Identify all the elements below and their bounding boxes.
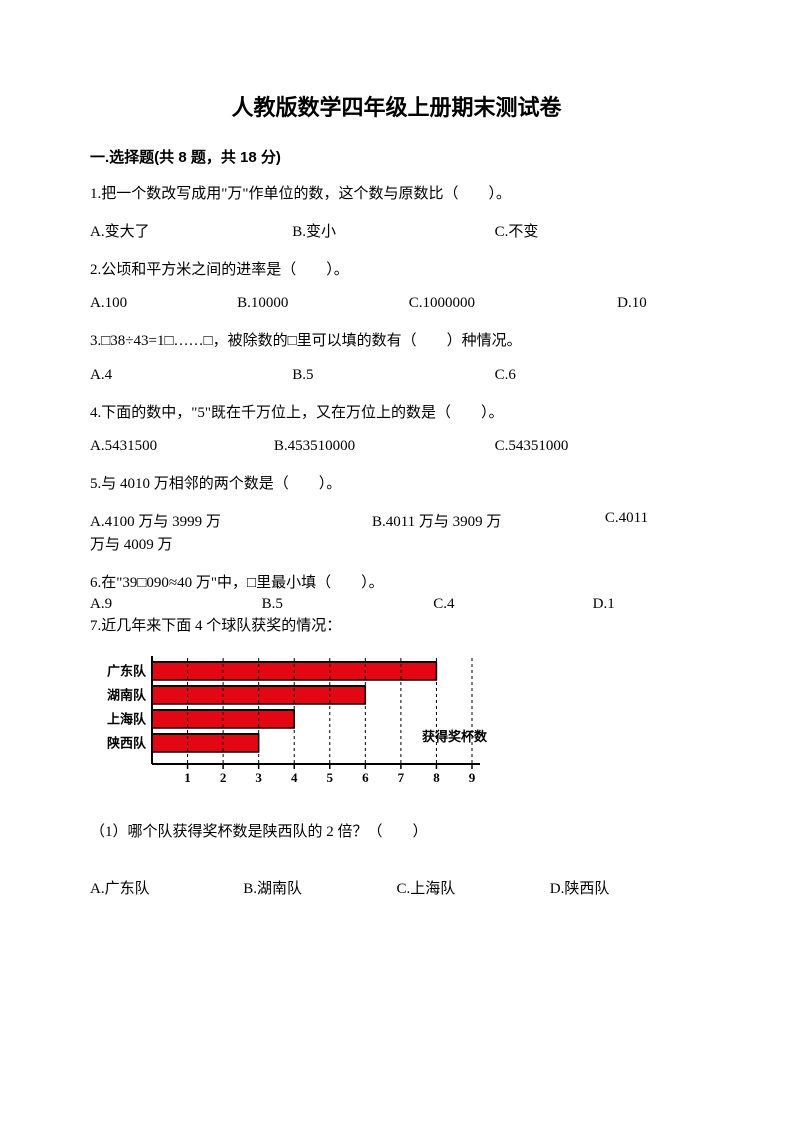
q3-opt-a: A.4 (90, 367, 292, 384)
q6-opt-b: B.5 (262, 596, 434, 613)
q5-opt-b: B.4011 万与 3909 万 (372, 510, 605, 531)
q3-options: A.4 B.5 C.6 (90, 367, 703, 384)
q4-text: 4.下面的数中，"5"既在千万位上，又在万位上的数是（ ）。 (90, 402, 703, 425)
q5-options: A.4100 万与 3999 万 B.4011 万与 3909 万 C.4011 (90, 510, 703, 531)
q2-opt-c: C.1000000 (409, 295, 617, 312)
page-title: 人教版数学四年级上册期末测试卷 (90, 90, 703, 122)
svg-text:4: 4 (291, 770, 298, 785)
svg-text:5: 5 (327, 770, 334, 785)
svg-text:7: 7 (398, 770, 405, 785)
q2-opt-a: A.100 (90, 295, 237, 312)
svg-text:6: 6 (362, 770, 369, 785)
q5-text: 5.与 4010 万相邻的两个数是（ ）。 (90, 473, 703, 496)
q6-opt-c: C.4 (433, 596, 592, 613)
q7-options: A.广东队 B.湖南队 C.上海队 D.陕西队 (90, 877, 703, 898)
svg-text:广东队: 广东队 (107, 663, 147, 678)
q7-opt-b: B.湖南队 (243, 877, 396, 898)
q2-text: 2.公顷和平方米之间的进率是（ ）。 (90, 259, 703, 282)
svg-text:陕西队: 陕西队 (107, 735, 147, 750)
q1-opt-b: B.变小 (292, 220, 494, 241)
svg-text:9: 9 (469, 770, 476, 785)
q6-opt-d: D.1 (593, 596, 703, 613)
q1-opt-a: A.变大了 (90, 220, 292, 241)
q2-options: A.100 B.10000 C.1000000 D.10 (90, 295, 703, 312)
q5-opt-a: A.4100 万与 3999 万 (90, 510, 372, 531)
q6-options: A.9 B.5 C.4 D.1 (90, 596, 703, 613)
section-header: 一.选择题(共 8 题，共 18 分) (90, 146, 703, 167)
q7-text: 7.近几年来下面 4 个球队获奖的情况： (90, 615, 703, 638)
svg-text:2: 2 (220, 770, 227, 785)
q6-text: 6.在"39□090≈40 万"中，□里最小填（ ）。 (90, 572, 703, 595)
q4-options: A.5431500 B.453510000 C.54351000 (90, 438, 703, 455)
q7-opt-d: D.陕西队 (550, 877, 703, 898)
q3-opt-c: C.6 (495, 367, 697, 384)
q3-opt-b: B.5 (292, 367, 494, 384)
svg-text:湖南队: 湖南队 (107, 687, 147, 702)
svg-text:3: 3 (255, 770, 262, 785)
svg-text:1: 1 (184, 770, 191, 785)
q3-text: 3.□38÷43=1□……□，被除数的□里可以填的数有（ ）种情况。 (90, 330, 703, 353)
q1-text: 1.把一个数改写成用"万"作单位的数，这个数与原数比（ ）。 (90, 183, 703, 206)
q1-options: A.变大了 B.变小 C.不变 (90, 220, 703, 241)
q7-sub1: （1）哪个队获得奖杯数是陕西队的 2 倍？（ ） (90, 820, 703, 841)
q6-opt-a: A.9 (90, 596, 262, 613)
q5-opt-c-cont: 万与 4009 万 (90, 533, 703, 554)
svg-text:8: 8 (433, 770, 440, 785)
q2-opt-b: B.10000 (237, 295, 409, 312)
svg-text:上海队: 上海队 (107, 711, 147, 726)
q4-opt-b: B.453510000 (274, 438, 495, 455)
q5-opt-c: C.4011 (605, 510, 703, 531)
svg-text:获得奖杯数: 获得奖杯数 (422, 728, 488, 743)
bar-chart-svg: 广东队湖南队上海队陕西队 1 2 3 4 5 6 7 8 9 获得奖杯数 (90, 652, 510, 802)
q7-opt-c: C.上海队 (397, 877, 550, 898)
q7-opt-a: A.广东队 (90, 877, 243, 898)
q2-opt-d: D.10 (617, 295, 703, 312)
q1-opt-c: C.不变 (495, 220, 697, 241)
q4-opt-c: C.54351000 (495, 438, 703, 455)
q7-chart: 广东队湖南队上海队陕西队 1 2 3 4 5 6 7 8 9 获得奖杯数 (90, 652, 703, 802)
q4-opt-a: A.5431500 (90, 438, 274, 455)
